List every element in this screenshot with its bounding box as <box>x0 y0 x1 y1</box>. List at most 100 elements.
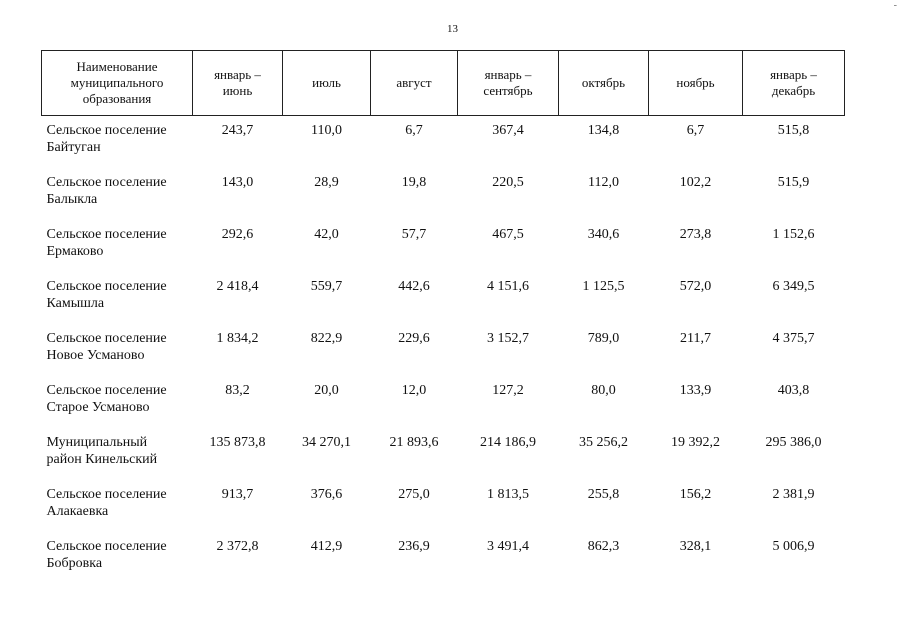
value-cell: 28,9 <box>314 175 339 190</box>
municipality-name-line: Сельское поселение <box>46 383 167 398</box>
municipality-name-line: Сельское поселение <box>46 175 167 190</box>
table-row: Сельское поселение Новое Усманово 1 834,2 8… <box>42 324 845 376</box>
value-cell: 112,0 <box>588 175 619 190</box>
value-cell: 6,7 <box>686 123 705 138</box>
column-header-line: образования <box>82 91 152 106</box>
value-cell: 515,8 <box>777 123 810 138</box>
value-cell: 376,6 <box>310 487 343 502</box>
column-header-line: муниципального <box>70 75 164 90</box>
value-cell: 102,2 <box>679 175 712 190</box>
column-header: ноябрь <box>648 50 743 116</box>
column-header-line: декабрь <box>771 83 816 98</box>
municipality-name-line: Бобровка <box>46 556 103 571</box>
column-header-line: июнь <box>222 83 253 98</box>
value-cell: 367,4 <box>492 123 524 138</box>
value-cell: 515,9 <box>777 175 810 190</box>
value-cell: 1 813,5 <box>487 487 529 502</box>
municipality-name-line: Сельское поселение <box>46 123 167 138</box>
value-cell: 2 418,4 <box>216 279 259 294</box>
value-cell: 572,0 <box>679 279 712 294</box>
table-row: Сельское поселение Балыкла 143,0 28,9 19,8 22… <box>42 168 845 220</box>
header-row: Наименование муниципального образования янв… <box>41 50 845 116</box>
column-header: январь – декабрь <box>742 50 845 116</box>
municipality-name-line: Сельское поселение <box>46 227 167 242</box>
value-cell: 273,8 <box>679 227 712 242</box>
value-cell: 5 006,9 <box>772 539 815 554</box>
value-cell: 143,0 <box>221 175 254 190</box>
value-cell: 1 125,5 <box>582 279 625 294</box>
value-cell: 236,9 <box>398 539 430 554</box>
table-row: Сельское поселение Алакаевка 913,7 376,6 275… <box>42 480 845 532</box>
value-cell: 19,8 <box>401 175 427 190</box>
value-cell: 135 873,8 <box>209 435 266 450</box>
table-body: Сельское поселение Байтуган 243,7 110,0 6,7 3… <box>42 116 845 585</box>
value-cell: 229,6 <box>398 331 430 346</box>
value-cell: 134,8 <box>587 123 620 138</box>
value-cell: 913,7 <box>221 487 254 502</box>
value-cell: 211,7 <box>680 331 711 346</box>
value-cell: 3 152,7 <box>487 331 529 346</box>
column-header-line: январь – <box>484 67 532 82</box>
value-cell: 21 893,6 <box>389 435 439 450</box>
column-header-line: январь – <box>770 67 817 82</box>
municipality-name-line: Муниципальный <box>46 435 148 450</box>
value-cell: 292,6 <box>221 227 254 242</box>
value-cell: 243,7 <box>221 123 254 138</box>
municipality-name-line: Байтуган <box>46 140 101 155</box>
value-cell: 34 270,1 <box>302 435 351 450</box>
value-cell: 412,9 <box>310 539 343 554</box>
municipality-name-cell: Сельское поселение Старое Усманово <box>42 376 193 428</box>
column-header-line: ноябрь <box>676 75 715 90</box>
column-header: январь – июнь <box>192 50 283 116</box>
column-header-line: август <box>396 75 432 90</box>
value-cell: 57,7 <box>401 227 427 242</box>
municipality-name-cell: Сельское поселение Байтуган <box>42 116 193 169</box>
municipality-name-line: Сельское поселение <box>46 279 167 294</box>
column-header-line: октябрь <box>581 75 626 90</box>
page-number: 13 <box>447 23 458 35</box>
municipality-name-line: Старое Усманово <box>46 400 150 415</box>
column-header: август <box>370 50 458 116</box>
value-cell: 255,8 <box>587 487 620 502</box>
municipality-name-cell: Сельское поселение Бобровка <box>42 532 193 584</box>
value-cell: 822,9 <box>310 331 343 346</box>
value-cell: 559,7 <box>310 279 343 294</box>
municipality-name-line: Алакаевка <box>46 504 109 519</box>
table-row: Сельское поселение Старое Усманово 83,2 20,… <box>42 376 845 428</box>
value-cell: 80,0 <box>591 383 616 398</box>
value-cell: 1 152,6 <box>772 227 815 242</box>
value-cell: 2 372,8 <box>216 539 259 554</box>
municipality-name-line: Сельское поселение <box>46 487 167 502</box>
value-cell: 275,0 <box>398 487 430 502</box>
value-cell: 214 186,9 <box>480 435 536 450</box>
value-cell: 127,2 <box>492 383 524 398</box>
value-cell: 6,7 <box>405 123 423 138</box>
value-cell: 403,8 <box>777 383 810 398</box>
municipality-name-line: Сельское поселение <box>46 331 167 346</box>
column-header-line: Наименование <box>76 59 158 74</box>
value-cell: 1 834,2 <box>216 331 259 346</box>
value-cell: 3 491,4 <box>487 539 529 554</box>
column-header: январь – сентябрь <box>457 50 559 116</box>
municipality-name-line: Новое Усманово <box>46 348 145 363</box>
value-cell: 4 375,7 <box>772 331 815 346</box>
table-row: Сельское поселение Бобровка 2 372,8 412,9 23… <box>42 532 845 584</box>
value-cell: 4 151,6 <box>487 279 529 294</box>
value-cell: 220,5 <box>492 175 524 190</box>
municipality-name-cell: Сельское поселение Алакаевка <box>42 480 193 532</box>
value-cell: 35 256,2 <box>579 435 628 450</box>
value-cell: 6 349,5 <box>772 279 815 294</box>
value-cell: 789,0 <box>587 331 620 346</box>
value-cell: 295 386,0 <box>765 435 822 450</box>
column-header: октябрь <box>558 50 649 116</box>
value-cell: 20,0 <box>314 383 339 398</box>
municipality-name-line: Балыкла <box>46 192 98 207</box>
table-row: Сельское поселение Ермаково 292,6 42,0 57,7 4… <box>42 220 845 272</box>
table-row: Муниципальный район Кинельский 135 873,8 34… <box>42 428 845 480</box>
value-cell: 467,5 <box>492 227 524 242</box>
data-table: Наименование муниципального образования янв… <box>41 50 845 584</box>
value-cell: 42,0 <box>314 227 339 242</box>
value-cell: 328,1 <box>679 539 712 554</box>
column-header-line: сентябрь <box>483 83 533 98</box>
value-cell: 110,0 <box>311 123 342 138</box>
